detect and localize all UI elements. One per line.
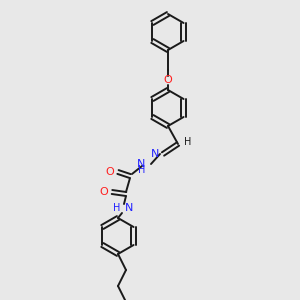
Text: O: O [105, 167, 114, 177]
Text: N: N [125, 203, 134, 213]
Text: N: N [151, 149, 159, 159]
Text: O: O [99, 187, 108, 197]
Text: O: O [164, 75, 172, 85]
Text: H: H [138, 165, 145, 175]
Text: H: H [184, 137, 191, 147]
Text: N: N [136, 159, 145, 169]
Text: H: H [112, 203, 120, 213]
